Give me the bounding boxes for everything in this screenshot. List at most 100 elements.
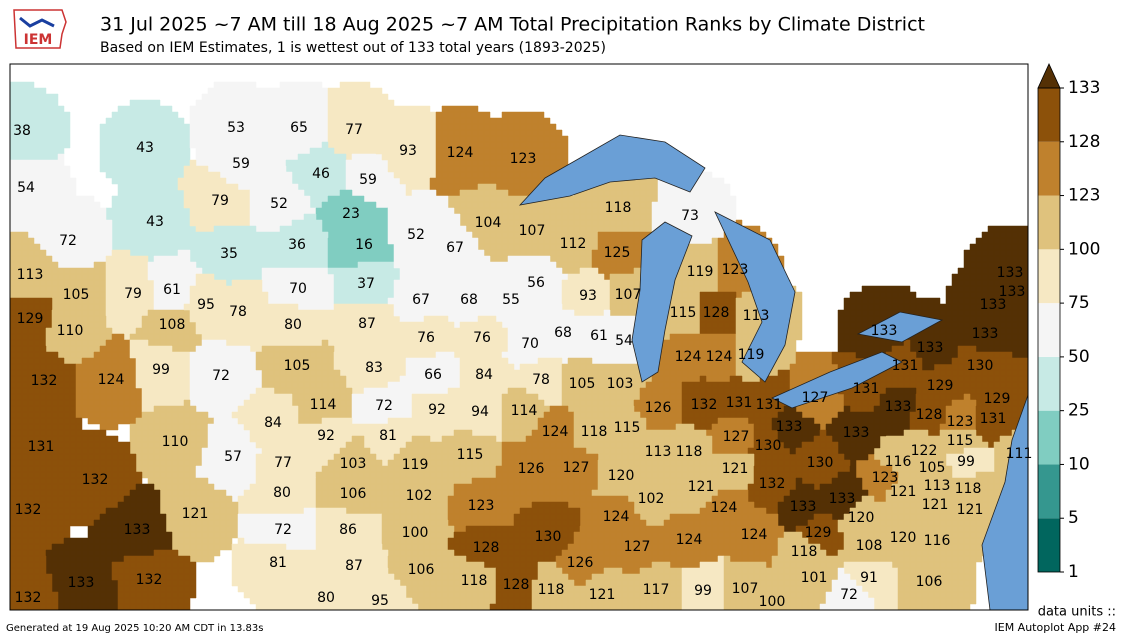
district: [399, 351, 461, 395]
rank-label: 129: [984, 391, 1011, 407]
district: [279, 561, 353, 610]
district: [261, 267, 335, 311]
rank-label: 115: [947, 433, 974, 449]
rank-label: 122: [911, 443, 938, 459]
rank-label: 105: [919, 460, 946, 476]
district: [75, 333, 143, 431]
rank-label: 95: [371, 593, 389, 609]
logo: IEM: [13, 9, 67, 49]
district: [189, 225, 269, 287]
rank-label: 83: [365, 360, 383, 376]
colorbar-segment: [1038, 518, 1060, 572]
rank-label: 99: [152, 362, 170, 378]
generated-note: Generated at 19 Aug 2025 10:20 AM CDT in…: [6, 623, 263, 634]
rank-label: 94: [471, 404, 489, 420]
district: [111, 549, 197, 610]
rank-label: 43: [136, 140, 154, 156]
rank-label: 120: [608, 468, 635, 484]
rank-label: 113: [645, 444, 672, 460]
rank-label: 127: [802, 390, 829, 406]
rank-label: 78: [229, 304, 247, 320]
colorbar-segment: [1038, 356, 1060, 411]
rank-label: 128: [503, 577, 530, 593]
colorbar-segment: [1038, 141, 1060, 196]
rank-label: 131: [980, 411, 1007, 427]
rank-label: 133: [790, 499, 817, 515]
district: [447, 267, 491, 329]
rank-label: 100: [402, 525, 429, 541]
rank-label: 132: [15, 502, 42, 518]
colorbar-segment: [1038, 195, 1060, 250]
rank-label: 95: [197, 297, 215, 313]
rank-label: 123: [468, 498, 495, 514]
rank-label: 126: [645, 400, 672, 416]
rank-label: 78: [532, 372, 550, 388]
rank-label: 67: [446, 240, 464, 256]
rank-label: 132: [136, 572, 163, 588]
rank-label: 102: [406, 488, 433, 504]
rank-label: 72: [274, 522, 292, 538]
rank-label: 133: [68, 575, 95, 591]
rank-label: 130: [967, 358, 994, 374]
rank-label: 93: [399, 143, 417, 159]
rank-label: 67: [412, 292, 430, 308]
district: [387, 189, 449, 269]
rank-label: 72: [59, 233, 77, 249]
district: [633, 429, 677, 479]
district: [99, 99, 191, 191]
district: [213, 279, 269, 353]
rank-label: 124: [676, 532, 703, 548]
rank-labels: 38 43 54 43 72 53 65 77 59 46 59 79 52 23 35 36 16 70 37 93…: [13, 120, 1032, 610]
district: [195, 417, 263, 503]
rank-label: 116: [885, 454, 912, 470]
rank-label: 133: [972, 326, 999, 342]
colorbar-segment: [1038, 249, 1060, 304]
rank-label: 118: [461, 573, 488, 589]
rank-label: 132: [82, 472, 109, 488]
district: [501, 315, 551, 371]
rank-label: 106: [340, 486, 367, 502]
rank-label: 79: [124, 286, 142, 302]
rank-label: 100: [759, 594, 786, 610]
rank-label: 124: [711, 500, 738, 516]
rank-label: 79: [211, 193, 229, 209]
district: [10, 555, 59, 610]
rank-label: 126: [567, 555, 594, 571]
rank-label: 125: [604, 245, 631, 261]
rank-label: 133: [999, 284, 1026, 300]
rank-label: 132: [759, 476, 786, 492]
rank-label: 43: [146, 214, 164, 230]
rank-label: 66: [424, 367, 442, 383]
rank-label: 120: [848, 510, 875, 526]
rank-label: 129: [927, 378, 954, 394]
colorbar-tick-label: 10: [1068, 454, 1090, 474]
rank-label: 133: [871, 323, 898, 339]
rank-label: 131: [726, 395, 753, 411]
district: [267, 81, 329, 167]
rank-label: 37: [357, 276, 375, 292]
rank-label: 113: [924, 478, 951, 494]
rank-label: 128: [916, 407, 943, 423]
district: [459, 357, 515, 395]
rank-label: 113: [17, 267, 44, 283]
districts: [10, 81, 1028, 610]
rank-label: 113: [743, 308, 770, 324]
logo-text: IEM: [24, 32, 53, 48]
district: [10, 81, 71, 161]
rank-label: 118: [676, 444, 703, 460]
rank-label: 80: [317, 590, 335, 606]
colorbar-tick-label: 5: [1068, 508, 1079, 528]
rank-label: 104: [475, 215, 502, 231]
map-frame: [9, 63, 1029, 611]
district: [681, 555, 725, 610]
rank-label: 114: [310, 397, 337, 413]
rank-label: 131: [28, 439, 55, 455]
rank-label: 76: [417, 330, 435, 346]
rank-label: 119: [402, 457, 429, 473]
rank-label: 102: [638, 491, 665, 507]
rank-label: 108: [159, 317, 186, 333]
rank-label: 99: [694, 583, 712, 599]
rank-label: 35: [220, 246, 238, 262]
rank-label: 81: [379, 428, 397, 444]
rank-label: 119: [738, 347, 765, 363]
